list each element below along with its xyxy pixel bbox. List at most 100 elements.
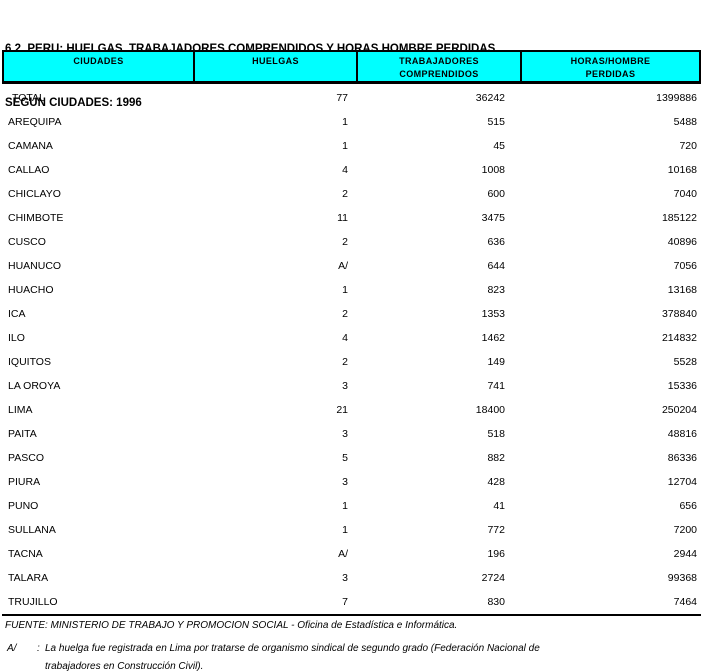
footnote-line-1: La huelga fue registrada en Lima por tra… [45,643,540,654]
cell-city: CHIMBOTE [8,212,64,224]
footnote: A/ : La huelga fue registrada en Lima po… [7,640,540,671]
cell-horas: 7040 [673,188,697,200]
cell-city: HUACHO [8,284,54,296]
cell-horas: 1399886 [656,92,697,104]
footnote-colon: : [37,643,40,654]
cell-huelgas: 3 [342,572,348,584]
cell-horas: 378840 [661,308,697,320]
cell-huelgas: A/ [338,260,348,272]
cell-trab: 2724 [481,572,505,584]
column-header-trabajadores-comprendidos: TRABAJADORES COMPRENDIDOS [358,52,522,81]
table-row: PUNO 1 41 656 [2,494,701,518]
cell-city: ICA [8,308,26,320]
table-row: AREQUIPA 1 515 5488 [2,110,701,134]
cell-trab: 772 [487,524,505,536]
cell-horas: 185122 [661,212,697,224]
cell-horas: 250204 [661,404,697,416]
cell-trab: 636 [487,236,505,248]
cell-horas: 48816 [667,428,697,440]
cell-horas: 86336 [667,452,697,464]
cell-huelgas: 77 [336,92,348,104]
cell-city: LA OROYA [8,380,61,392]
footnote-marker: A/ [7,643,17,654]
cell-horas: 720 [679,140,697,152]
cell-city: SULLANA [8,524,56,536]
table-row: CAMANA 1 45 720 [2,134,701,158]
cell-city: PUNO [8,500,39,512]
table-row: PAITA 3 518 48816 [2,422,701,446]
column-header-line: COMPRENDIDOS [399,69,479,79]
cell-huelgas: 3 [342,380,348,392]
cell-city: ILO [8,332,25,344]
cell-trab: 45 [493,140,505,152]
cell-huelgas: A/ [338,548,348,560]
table-row: LIMA 21 18400 250204 [2,398,701,422]
cell-trab: 3475 [481,212,505,224]
cell-huelgas: 4 [342,164,348,176]
cell-huelgas: 2 [342,236,348,248]
cell-huelgas: 7 [342,596,348,608]
cell-huelgas: 1 [342,284,348,296]
cell-huelgas: 1 [342,116,348,128]
table-row: HUANUCO A/644 7056 [2,254,701,278]
cell-horas: 5528 [673,356,697,368]
cell-city: CHICLAYO [8,188,61,200]
cell-trab: 36242 [475,92,505,104]
table-row: PIURA 3 428 12704 [2,470,701,494]
table-row: ICA 2 1353 378840 [2,302,701,326]
table-row: TOTAL 77 36242 1399886 [2,86,701,110]
table-row: ILO 4 1462 214832 [2,326,701,350]
table-row: CALLAO 4 1008 10168 [2,158,701,182]
footnote-text: La huelga fue registrada en Lima por tra… [45,640,540,671]
cell-huelgas: 21 [336,404,348,416]
cell-city: CALLAO [8,164,50,176]
table-row: TALARA 3 2724 99368 [2,566,701,590]
column-header-line: PERDIDAS [585,69,636,79]
table-row: LA OROYA 3 741 15336 [2,374,701,398]
cell-trab: 600 [487,188,505,200]
cell-city: HUANUCO [8,260,62,272]
cell-trab: 1462 [481,332,505,344]
cell-huelgas: 5 [342,452,348,464]
cell-city: CAMANA [8,140,53,152]
cell-huelgas: 1 [342,140,348,152]
cell-horas: 99368 [667,572,697,584]
cell-horas: 7200 [673,524,697,536]
cell-city: TACNA [8,548,43,560]
cell-city: AREQUIPA [8,116,62,128]
cell-trab: 882 [487,452,505,464]
table-row: PASCO 5 882 86336 [2,446,701,470]
table-row: TRUJILLO 7 830 7464 [2,590,701,614]
cell-huelgas: 2 [342,308,348,320]
cell-trab: 428 [487,476,505,488]
cell-horas: 2944 [673,548,697,560]
cell-huelgas: 3 [342,428,348,440]
cell-huelgas: 4 [342,332,348,344]
cell-huelgas: 1 [342,500,348,512]
table-row: HUACHO 1 823 13168 [2,278,701,302]
cell-horas: 656 [679,500,697,512]
cell-horas: 13168 [667,284,697,296]
cell-horas: 214832 [661,332,697,344]
cell-trab: 644 [487,260,505,272]
cell-trab: 196 [487,548,505,560]
cell-huelgas: 11 [337,212,348,224]
cell-city: LIMA [8,404,33,416]
cell-city: PASCO [8,452,44,464]
table-row: SULLANA 1 772 7200 [2,518,701,542]
cell-trab: 1008 [481,164,505,176]
cell-city: TOTAL [12,92,45,104]
column-header-huelgas: HUELGAS [195,52,358,81]
cell-city: TRUJILLO [8,596,58,608]
cell-trab: 1353 [481,308,505,320]
column-header-line: HORAS/HOMBRE [570,56,651,66]
cell-city: PAITA [8,428,37,440]
cell-city: CUSCO [8,236,46,248]
table-row: TACNA A/196 2944 [2,542,701,566]
cell-horas: 15336 [667,380,697,392]
cell-horas: 12704 [667,476,697,488]
column-header-ciudades: CIUDADES [4,52,195,81]
column-header-line: TRABAJADORES [399,56,479,66]
column-header-line: CIUDADES [73,56,124,66]
